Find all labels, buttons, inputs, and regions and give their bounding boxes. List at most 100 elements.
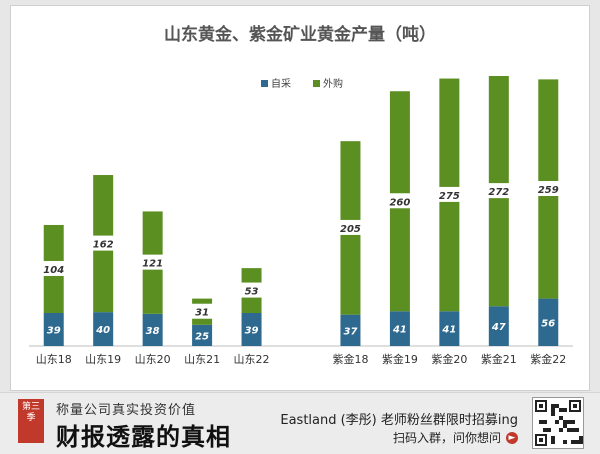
bar-self-mined bbox=[340, 314, 361, 346]
data-label-box bbox=[139, 254, 166, 270]
data-label-self: 40 bbox=[95, 325, 110, 336]
qr-module bbox=[551, 440, 555, 444]
data-label-box bbox=[189, 303, 216, 319]
qr-finder-core bbox=[573, 404, 577, 408]
qr-module bbox=[559, 416, 563, 420]
data-label-purchased: 259 bbox=[538, 185, 559, 196]
qr-finder-core bbox=[539, 404, 543, 408]
x-tick-label: 紫金18 bbox=[332, 352, 368, 366]
x-tick-labels: 山东18 山东19 山东20 山东21 山东22 紫金18 紫金19 紫金20 紫金21 紫金22 bbox=[36, 352, 567, 366]
qr-module bbox=[571, 440, 575, 444]
data-label-self: 38 bbox=[146, 326, 160, 337]
data-label-box bbox=[436, 186, 463, 202]
qr-module bbox=[575, 440, 579, 444]
data-label-self: 37 bbox=[343, 326, 357, 337]
qr-module bbox=[575, 428, 579, 432]
qr-finder-core bbox=[539, 438, 543, 442]
legend-swatch bbox=[261, 80, 268, 87]
x-tick-label: 山东19 bbox=[85, 353, 121, 366]
qr-module bbox=[571, 428, 575, 432]
bar-self-mined bbox=[389, 311, 410, 346]
qr-module bbox=[567, 420, 571, 424]
legend-label: 外购 bbox=[323, 77, 343, 90]
data-label-self: 47 bbox=[491, 322, 506, 333]
data-label-box bbox=[337, 219, 364, 235]
bar-self-mined bbox=[488, 306, 509, 346]
qr-module bbox=[563, 424, 567, 428]
stacked-bar-chart: 山东黄金、紫金矿业黄金产量（吨） 自采 外购 391044016238121253… bbox=[29, 24, 573, 366]
qr-module bbox=[559, 408, 563, 412]
x-tick-label: 山东20 bbox=[135, 353, 171, 366]
data-label-box bbox=[485, 183, 512, 199]
data-label-purchased: 162 bbox=[93, 240, 114, 251]
data-label-box bbox=[40, 260, 67, 276]
bar-self-mined bbox=[142, 313, 163, 346]
qr-module bbox=[563, 440, 567, 444]
promo-cta-label[interactable]: 扫码入群，问你想问 bbox=[392, 431, 501, 445]
bar-self-mined bbox=[192, 324, 213, 346]
chart-legend: 自采 外购 bbox=[261, 77, 343, 90]
legend-swatch bbox=[313, 80, 320, 87]
x-tick-label: 山东18 bbox=[36, 353, 72, 366]
data-label-self: 25 bbox=[195, 331, 209, 342]
data-label-self: 56 bbox=[541, 318, 555, 329]
qr-module bbox=[543, 428, 547, 432]
x-tick-label: 紫金22 bbox=[530, 352, 566, 366]
bar-self-mined bbox=[439, 311, 460, 346]
bar-self-mined bbox=[43, 312, 64, 346]
bars-layer: 39 104 40 162 38 121 25 31 39 53 37 205 41 260 41 275 47… bbox=[40, 76, 562, 346]
data-label-self: 41 bbox=[392, 325, 407, 336]
qr-module bbox=[559, 428, 563, 432]
qr-module bbox=[579, 440, 583, 444]
data-label-purchased: 121 bbox=[142, 259, 163, 270]
x-tick-label: 紫金21 bbox=[481, 352, 517, 366]
promo-text: Eastland (李彤) 老师粉丝群限时招募ing bbox=[280, 413, 518, 428]
qr-module bbox=[567, 428, 571, 432]
data-label-purchased: 272 bbox=[488, 187, 509, 198]
promo-cta[interactable]: 扫码入群，问你想问 ► bbox=[393, 429, 518, 446]
brand-subtitle: 称量公司真实投资价值 bbox=[56, 403, 197, 418]
qr-code-icon bbox=[535, 400, 583, 446]
footer-banner: 第三季 称量公司真实投资价值 财报透露的真相 Eastland (李彤) 老师粉… bbox=[0, 392, 600, 454]
data-label-purchased: 104 bbox=[43, 265, 64, 276]
data-label-self: 41 bbox=[441, 325, 456, 336]
data-label-purchased: 275 bbox=[439, 191, 460, 202]
qr-module bbox=[551, 404, 555, 408]
x-tick-label: 山东22 bbox=[234, 353, 270, 366]
data-label-box bbox=[238, 282, 265, 298]
data-label-self: 39 bbox=[245, 325, 259, 336]
data-label-self: 39 bbox=[47, 325, 61, 336]
data-label-purchased: 53 bbox=[245, 287, 259, 298]
qr-module bbox=[571, 420, 575, 424]
chart-title: 山东黄金、紫金矿业黄金产量（吨） bbox=[164, 24, 436, 45]
bar-self-mined bbox=[538, 298, 559, 346]
qr-code bbox=[532, 397, 584, 449]
qr-module bbox=[563, 408, 567, 412]
qr-module bbox=[539, 420, 543, 424]
qr-module bbox=[551, 412, 555, 416]
data-label-purchased: 205 bbox=[340, 224, 361, 235]
data-label-box bbox=[90, 235, 117, 251]
season-badge: 第三季 bbox=[18, 399, 44, 443]
qr-module bbox=[555, 404, 559, 408]
qr-module bbox=[551, 408, 555, 412]
data-label-purchased: 260 bbox=[389, 197, 410, 208]
qr-module bbox=[547, 428, 551, 432]
qr-module bbox=[563, 420, 567, 424]
data-label-box bbox=[535, 180, 562, 196]
data-label-box bbox=[386, 193, 413, 209]
qr-module bbox=[551, 436, 555, 440]
data-label-purchased: 31 bbox=[195, 308, 209, 319]
legend-label: 自采 bbox=[271, 77, 291, 90]
qr-module bbox=[543, 420, 547, 424]
brand-title: 财报透露的真相 bbox=[56, 422, 231, 451]
bar-self-mined bbox=[241, 312, 262, 346]
x-tick-label: 紫金20 bbox=[431, 352, 467, 366]
x-tick-label: 紫金19 bbox=[382, 352, 418, 366]
arrow-right-icon[interactable]: ► bbox=[506, 431, 518, 444]
qr-module bbox=[579, 436, 583, 440]
qr-module bbox=[555, 420, 559, 424]
chart-card: 山东黄金、紫金矿业黄金产量（吨） 自采 外购 39 104 40 162 38 121 25 3… bbox=[10, 5, 590, 391]
bar-self-mined bbox=[93, 312, 114, 346]
x-tick-label: 山东21 bbox=[184, 353, 220, 366]
